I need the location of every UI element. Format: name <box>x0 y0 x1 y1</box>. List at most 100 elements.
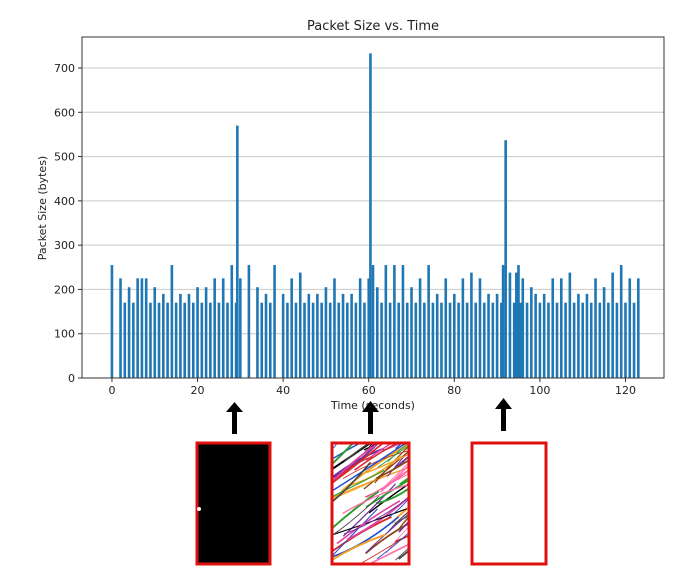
y-tick-label: 0 <box>68 372 75 385</box>
bar <box>521 278 525 378</box>
bar <box>465 302 469 378</box>
scribble-stroke <box>332 490 380 530</box>
bar <box>204 287 208 378</box>
scribble-stroke <box>417 526 466 556</box>
bar <box>132 302 135 378</box>
bar <box>431 302 435 378</box>
bar <box>594 278 597 378</box>
chart-title: Packet Size vs. Time <box>307 19 439 34</box>
bar <box>140 278 144 378</box>
bar <box>144 278 148 378</box>
bar <box>453 293 456 378</box>
bar <box>414 302 418 378</box>
bar <box>166 302 169 378</box>
bar <box>500 302 503 378</box>
scribble-stroke <box>332 443 385 483</box>
scribble-stroke <box>385 443 403 451</box>
scribble-stroke <box>332 469 385 498</box>
scribble-stroke <box>399 476 409 486</box>
bar <box>628 278 632 378</box>
scribble-stroke <box>368 443 374 448</box>
bar <box>487 293 490 378</box>
bar <box>367 278 371 378</box>
scribble-stroke <box>408 562 409 564</box>
bar <box>200 302 204 378</box>
scribble-stroke <box>394 534 409 543</box>
bar <box>380 302 383 378</box>
scribble-stroke <box>402 459 409 464</box>
scribble-stroke <box>382 461 409 489</box>
bars-group <box>110 53 640 379</box>
bar <box>226 302 229 378</box>
bar <box>303 302 306 378</box>
scribble-stroke <box>375 487 409 505</box>
bar <box>478 278 482 378</box>
scribble-stroke <box>416 484 469 519</box>
bar <box>350 293 353 378</box>
bar <box>221 278 225 378</box>
bar <box>508 272 512 378</box>
bar <box>542 293 546 378</box>
bar <box>457 302 460 378</box>
bar <box>581 302 584 378</box>
scribble-stroke <box>410 422 466 454</box>
bar <box>525 302 529 378</box>
bar <box>435 293 439 378</box>
bar <box>444 278 448 378</box>
bar <box>162 293 165 378</box>
bar <box>517 265 520 378</box>
scribble-stroke <box>398 520 409 533</box>
scribble-stroke <box>342 484 408 515</box>
y-tick-label: 300 <box>54 239 75 252</box>
scribble-stroke <box>365 479 409 508</box>
bar <box>375 287 379 378</box>
bar <box>461 278 465 378</box>
bar <box>589 302 593 378</box>
bar <box>264 293 268 378</box>
bar <box>401 265 405 378</box>
blank-sample-box <box>470 441 548 566</box>
bar <box>501 265 505 378</box>
bar <box>230 265 234 378</box>
x-tick-label: 120 <box>615 384 636 397</box>
bar <box>397 302 400 378</box>
x-axis-ticks: 0 20 40 60 80 100 120 <box>108 378 636 397</box>
bar <box>328 302 332 378</box>
scribble-stroke <box>365 513 409 553</box>
scribble-stroke <box>363 450 409 490</box>
bar <box>174 302 178 378</box>
bar <box>624 302 627 378</box>
bar <box>333 278 336 378</box>
scribble-stroke <box>354 443 400 471</box>
scribble-stroke <box>366 473 409 498</box>
bar <box>290 278 293 378</box>
bar <box>316 293 319 378</box>
scribble-sample-box <box>330 422 469 566</box>
bar <box>538 302 542 378</box>
bar <box>281 293 285 378</box>
bar <box>547 302 550 378</box>
bar <box>423 302 426 378</box>
bar <box>482 302 486 378</box>
bar <box>598 302 602 378</box>
bar <box>213 278 216 378</box>
arrow-3 <box>495 398 512 431</box>
bar <box>217 302 221 378</box>
bar <box>619 265 623 378</box>
bar <box>393 265 396 378</box>
bar <box>119 278 122 378</box>
bar <box>136 278 139 378</box>
y-tick-label: 100 <box>54 328 75 341</box>
y-axis-label: Packet Size (bytes) <box>36 156 49 260</box>
bar <box>268 302 272 378</box>
scribble-stroke <box>343 496 409 535</box>
bar <box>209 302 212 378</box>
bar <box>110 265 114 378</box>
bar <box>418 278 422 378</box>
scribble-stroke <box>332 443 380 480</box>
bar <box>559 278 563 378</box>
bar <box>239 278 242 378</box>
bar <box>530 287 533 378</box>
bar <box>585 293 589 378</box>
y-tick-label: 200 <box>54 283 75 296</box>
